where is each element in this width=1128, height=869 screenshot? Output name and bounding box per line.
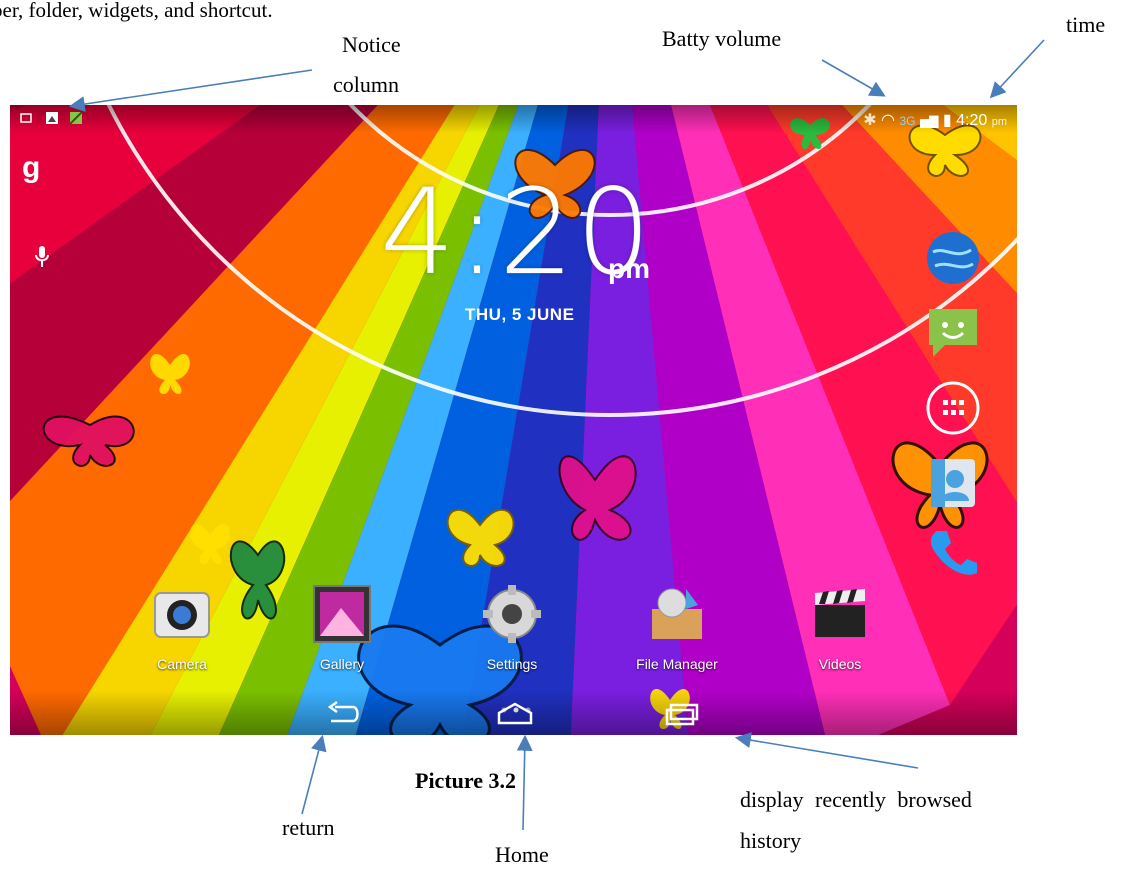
return-annotation: return xyxy=(282,815,335,840)
image-icon xyxy=(70,112,82,124)
battery-icon: ▮ xyxy=(942,112,952,129)
battery-arrow xyxy=(821,59,886,97)
dock-app-label: Videos xyxy=(818,656,862,672)
status-ampm: pm xyxy=(991,116,1007,128)
intro-text: per, folder, widgets, and shortcut. xyxy=(0,0,273,22)
file-manager-icon xyxy=(652,588,702,639)
back-icon[interactable] xyxy=(323,701,363,727)
status-right: ✱ ◠ 3G ▅▇ ▮ 4:20 pm xyxy=(863,110,1007,130)
time-arrow xyxy=(989,39,1045,99)
status-time: 4:20 xyxy=(956,112,988,129)
dock-app-settings[interactable]: Settings xyxy=(457,583,567,672)
bluetooth-icon: ✱ xyxy=(863,112,877,129)
dock-app-file-manager[interactable]: File Manager xyxy=(622,583,732,672)
battery-annotation: Batty volume xyxy=(662,26,782,51)
time-annotation: time xyxy=(1066,12,1106,37)
dock-app-camera[interactable]: Camera xyxy=(127,583,237,672)
home-annotation: Home xyxy=(495,842,549,867)
clock-widget-date: THU, 5 JUNE xyxy=(465,305,575,324)
recent-annotation: display recently browsed xyxy=(740,787,972,812)
dock-app-gallery[interactable]: Gallery xyxy=(287,583,397,672)
home-arrow xyxy=(516,734,533,831)
tablet-screen: ✱ ◠ 3G ▅▇ ▮ 4:20 pm g 4:20 pm THU, 5 JUN… xyxy=(10,105,1017,735)
wifi-icon: ◠ xyxy=(881,112,896,129)
status-bar[interactable]: ✱ ◠ 3G ▅▇ ▮ 4:20 pm xyxy=(10,105,1017,133)
notice-annotation: Notice xyxy=(342,32,401,57)
videos-icon xyxy=(815,589,865,637)
signal-icon: ▅▇ xyxy=(919,114,939,128)
dock-app-label: Gallery xyxy=(319,656,365,672)
contacts-icon[interactable] xyxy=(925,455,981,511)
network-type: 3G xyxy=(899,114,916,128)
google-search-button[interactable]: g xyxy=(22,151,41,184)
notice-arrow xyxy=(68,69,313,113)
home-icon[interactable] xyxy=(495,701,535,727)
messaging-icon[interactable] xyxy=(925,305,981,361)
recent-arrow xyxy=(734,732,919,769)
dock-app-videos[interactable]: Videos xyxy=(785,583,895,672)
dock-app-label: Camera xyxy=(157,656,207,672)
figure-caption: Picture 3.2 xyxy=(415,768,517,793)
settings-icon xyxy=(483,585,541,643)
mic-icon[interactable] xyxy=(34,245,50,269)
dock-app-label: Settings xyxy=(486,656,538,672)
navigation-bar xyxy=(10,691,1017,735)
browser-icon[interactable] xyxy=(925,230,981,286)
gallery-icon xyxy=(313,585,371,643)
recent-annotation-line2: history xyxy=(740,828,802,853)
phone-icon[interactable] xyxy=(925,525,981,581)
screenshot-icon xyxy=(20,113,32,123)
photo-icon xyxy=(46,112,58,124)
notice-annotation-line2: column xyxy=(333,72,399,97)
clock-widget-ampm: pm xyxy=(608,253,650,284)
dock-app-label: File Manager xyxy=(636,656,718,672)
recent-apps-icon[interactable] xyxy=(663,701,703,727)
camera-icon xyxy=(154,592,210,638)
return-arrow xyxy=(301,734,327,815)
all-apps-icon[interactable] xyxy=(925,380,981,436)
clock-widget-time[interactable]: 4:20 xyxy=(380,163,653,301)
